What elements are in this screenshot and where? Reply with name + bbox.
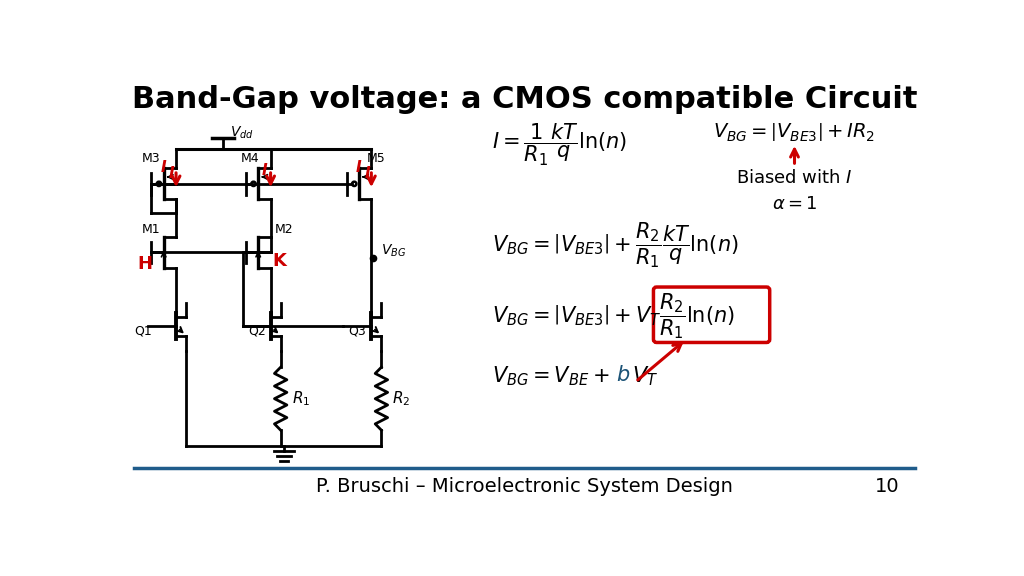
- Text: $V_{BG} = \left|V_{BE3}\right| + \dfrac{R_2}{R_1}\dfrac{kT}{q}\ln\!\left(n\right: $V_{BG} = \left|V_{BE3}\right| + \dfrac{…: [493, 220, 739, 270]
- Text: K: K: [272, 252, 286, 270]
- Text: I: I: [169, 166, 175, 181]
- Text: $V_T$: $V_T$: [632, 365, 658, 388]
- Text: I: I: [161, 160, 166, 175]
- Text: H: H: [137, 255, 153, 274]
- Text: M2: M2: [274, 223, 293, 236]
- Text: I: I: [356, 160, 361, 175]
- Text: M4: M4: [241, 152, 260, 165]
- Text: Q3: Q3: [348, 324, 367, 337]
- Text: $V_{dd}$: $V_{dd}$: [229, 124, 253, 141]
- Text: $V_{BG} = V_{BE} + $: $V_{BG} = V_{BE} + $: [493, 365, 609, 388]
- Text: 10: 10: [874, 477, 899, 496]
- Text: $R_2$: $R_2$: [392, 389, 411, 408]
- Text: Q1: Q1: [134, 324, 153, 337]
- Text: M5: M5: [367, 152, 385, 165]
- Text: Band-Gap voltage: a CMOS compatible Circuit: Band-Gap voltage: a CMOS compatible Circ…: [132, 85, 918, 114]
- Text: I: I: [365, 166, 370, 181]
- Text: $\alpha=1$: $\alpha=1$: [772, 195, 817, 213]
- Text: $I = \dfrac{1}{R_1}\dfrac{kT}{q}\ln\!\left(n\right)$: $I = \dfrac{1}{R_1}\dfrac{kT}{q}\ln\!\le…: [493, 122, 628, 168]
- Text: Biased with $I$: Biased with $I$: [736, 169, 853, 187]
- Text: $R_1$: $R_1$: [292, 389, 310, 408]
- Text: M3: M3: [142, 152, 161, 165]
- Text: I: I: [262, 162, 267, 177]
- Text: $V_{BG} = \left|V_{BE3}\right| + IR_2$: $V_{BG} = \left|V_{BE3}\right| + IR_2$: [713, 122, 876, 143]
- Text: M1: M1: [142, 223, 161, 236]
- Text: $b$: $b$: [616, 365, 631, 385]
- Text: $V_{BG}$: $V_{BG}$: [381, 243, 406, 259]
- Text: $V_{BG} = \left|V_{BE3}\right| + V_T\dfrac{R_2}{R_1}\ln\!\left(n\right)$: $V_{BG} = \left|V_{BE3}\right| + V_T\dfr…: [493, 291, 735, 340]
- Text: P. Bruschi – Microelectronic System Design: P. Bruschi – Microelectronic System Desi…: [316, 477, 733, 496]
- Text: Q2: Q2: [248, 324, 265, 337]
